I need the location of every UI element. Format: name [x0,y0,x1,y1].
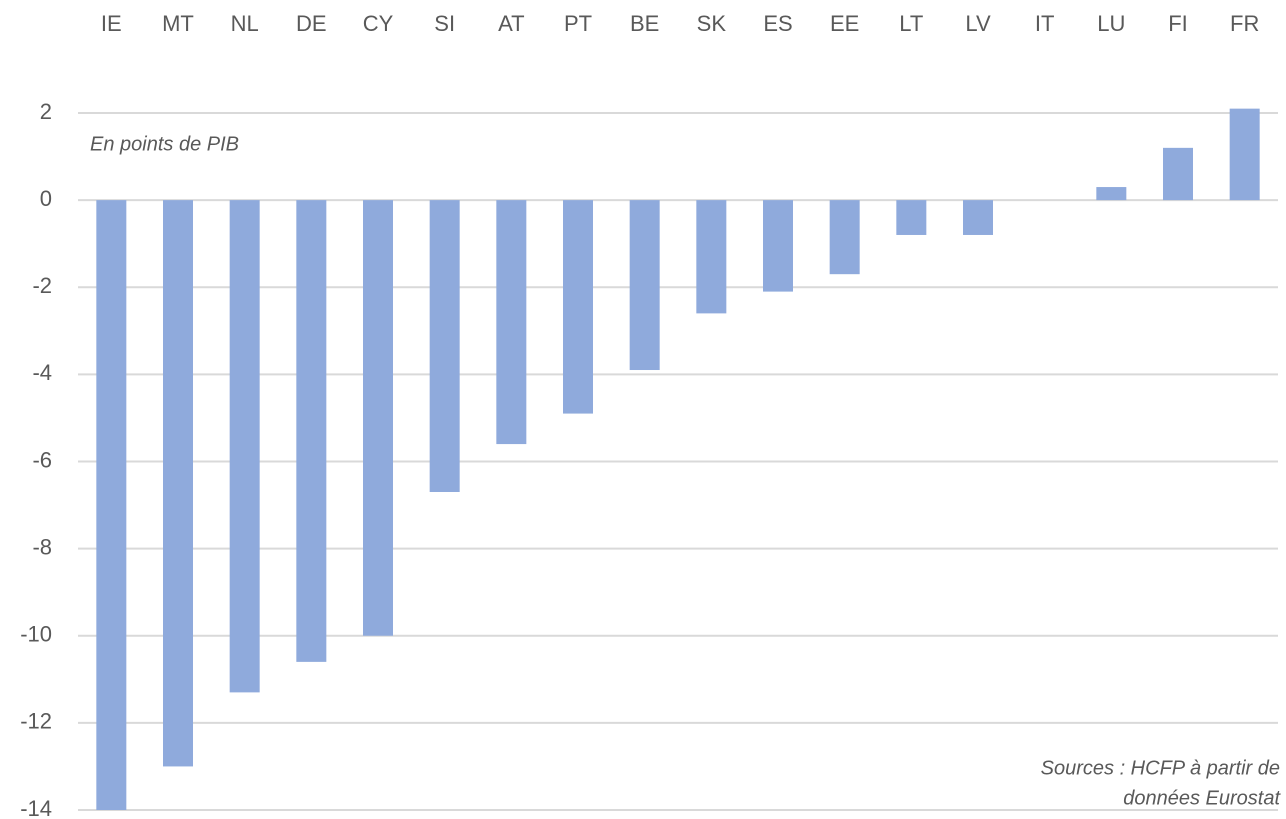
bar [496,200,527,445]
bar [363,200,393,636]
bar [829,200,860,275]
x-tick-label: ES [763,11,792,36]
bar [629,200,660,371]
x-tick-label: LT [899,11,923,36]
x-tick-label: FI [1168,11,1188,36]
x-tick-label: CY [363,11,394,36]
y-tick-label: -10 [20,622,52,647]
source-note: Sources : HCFP à partir de [1041,757,1280,779]
x-tick-label: DE [296,11,327,36]
x-tick-label: BE [630,11,659,36]
x-tick-label: NL [231,11,259,36]
bar [563,200,593,414]
y-tick-label: -12 [20,709,52,734]
x-tick-label: LU [1097,11,1125,36]
y-tick-label: -4 [32,360,52,385]
x-tick-label: SK [697,11,727,36]
bar [1163,147,1193,201]
x-tick-label: IE [101,11,122,36]
x-tick-label: LV [965,11,991,36]
y-tick-label: -2 [32,273,52,298]
x-tick-label: PT [564,11,592,36]
bar [1229,108,1260,201]
bar [429,200,460,492]
bar [963,200,993,235]
y-tick-label: -14 [20,796,52,819]
y-tick-label: 0 [40,186,52,211]
bar [296,200,327,662]
x-tick-label: MT [162,11,194,36]
bar [763,200,793,292]
bar [1096,187,1127,201]
x-tick-label: EE [830,11,859,36]
source-note: données Eurostat [1123,787,1281,809]
x-tick-label: SI [434,11,455,36]
y-tick-label: -6 [32,447,52,472]
x-tick-label: FR [1230,11,1259,36]
y-tick-label: 2 [40,99,52,124]
x-tick-label: IT [1035,11,1055,36]
y-tick-label: -8 [32,534,52,559]
x-tick-label: AT [498,11,524,36]
bar [896,200,927,235]
bar [696,200,727,314]
unit-note: En points de PIB [90,133,239,155]
bar [229,200,260,693]
bar [163,200,193,767]
bar [96,200,127,810]
